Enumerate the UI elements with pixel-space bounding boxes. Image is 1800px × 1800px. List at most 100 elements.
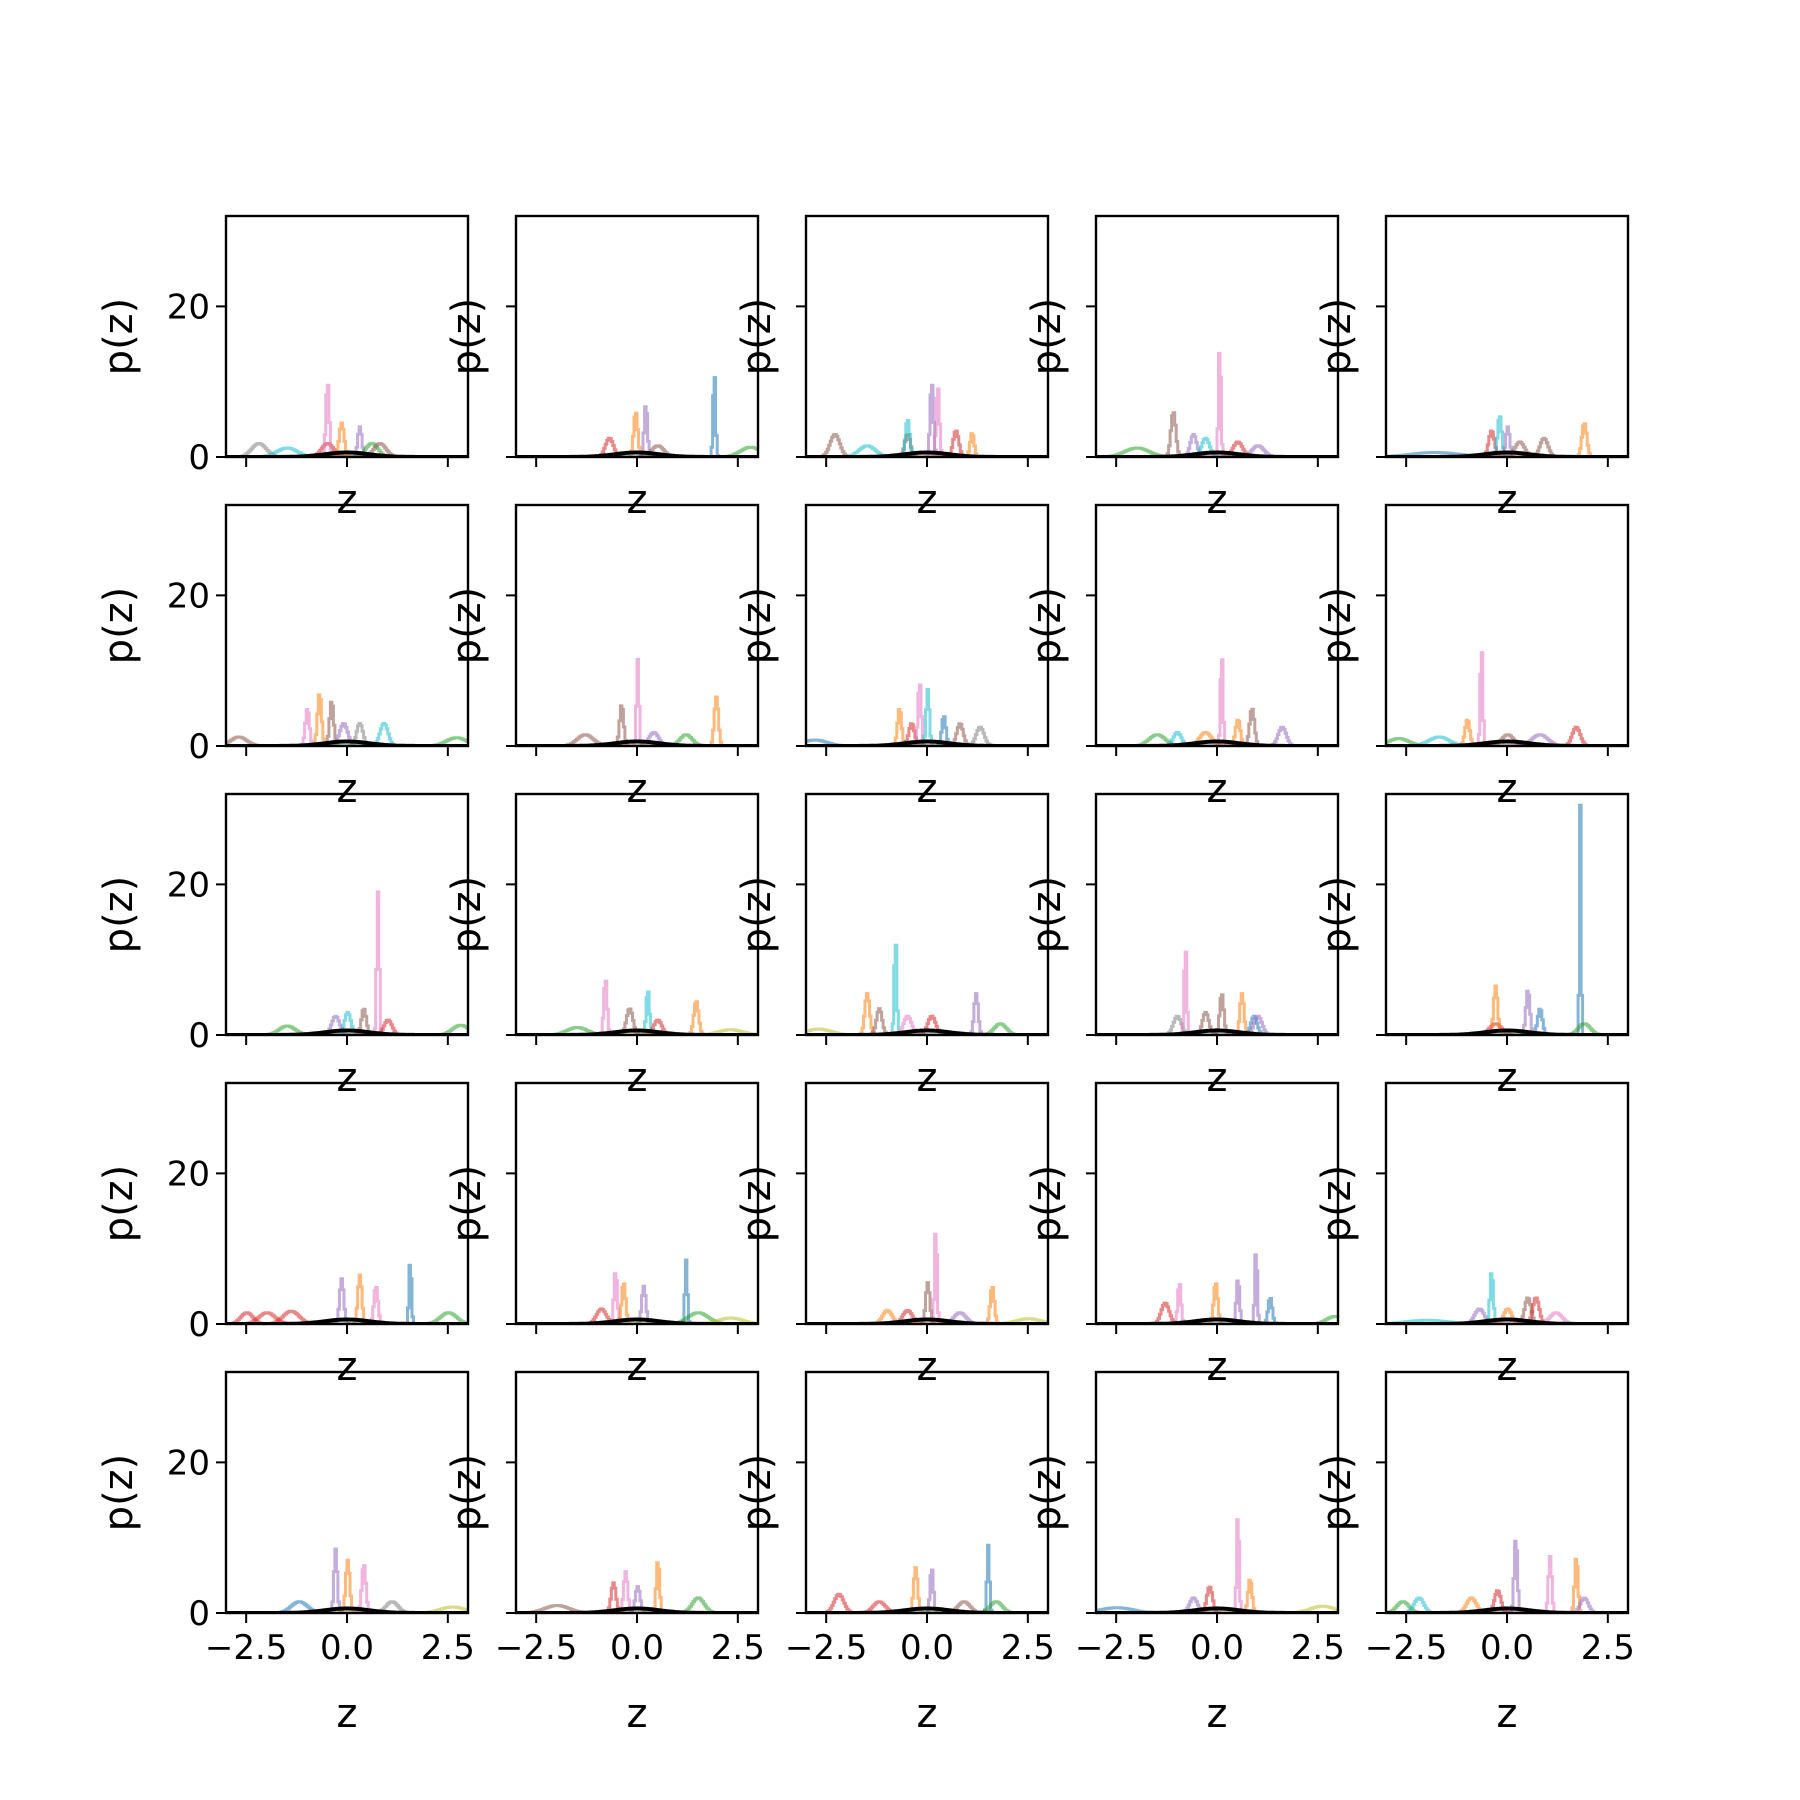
mean-line: [226, 1028, 468, 1035]
subplot-3-2: z p(z): [444, 792, 760, 1101]
mean-line: [226, 1317, 468, 1324]
axes-frame: [1094, 503, 1340, 748]
y-axis-label: p(z): [444, 876, 490, 954]
plot-area: [1096, 1253, 1338, 1324]
mean-line: [806, 1606, 1048, 1613]
mean-line: [1096, 1606, 1338, 1613]
y-axis-label: p(z): [734, 1165, 780, 1243]
plot-area: [1096, 351, 1338, 457]
y-tick-label-2: 20: [167, 1443, 210, 1483]
subplot-5-2: −2.5 0.0 2.5 z p(z): [444, 1370, 765, 1737]
series-line-6: [1096, 440, 1338, 457]
subplot-5-5: −2.5 0.0 2.5 z p(z): [1314, 1370, 1635, 1737]
plot-area: [226, 1547, 468, 1613]
plot-area: [1386, 651, 1628, 746]
series-line-1: [1386, 1600, 1628, 1613]
subplot-1-4: z p(z): [1024, 214, 1340, 523]
mean-line: [1386, 1317, 1628, 1324]
plot-area: [516, 657, 758, 746]
mean-line: [1096, 1028, 1338, 1035]
mean-line: [1386, 739, 1628, 746]
mean-line: [1096, 739, 1338, 746]
series-line-3: [226, 1558, 468, 1613]
series-line-4: [1096, 658, 1338, 746]
x-axis-label: z: [337, 766, 358, 812]
mean-line: [516, 1028, 758, 1035]
series-line-1: [1386, 737, 1628, 746]
mean-line: [1386, 1606, 1628, 1613]
mean-line: [516, 1606, 758, 1613]
x-axis-label: z: [917, 1344, 938, 1390]
series-line-6: [806, 1014, 1048, 1035]
plot-area: [1096, 1518, 1338, 1613]
series-line-7: [806, 1317, 1048, 1324]
x-axis-label: z: [1497, 766, 1518, 812]
axes-frame: [1384, 1081, 1630, 1326]
x-axis-label: z: [1497, 477, 1518, 523]
y-tick-label-1: 0: [188, 1305, 210, 1345]
series-line-3: [1096, 730, 1338, 746]
series-line-6: [226, 1605, 468, 1613]
plot-area: [226, 383, 468, 457]
y-axis-label: p(z): [96, 1454, 142, 1532]
y-tick-label-1: 0: [188, 1016, 210, 1056]
y-tick-label-2: 20: [167, 287, 210, 327]
subplot-4-5: z p(z): [1314, 1081, 1630, 1390]
series-line-5: [226, 421, 468, 457]
plot-area: [226, 1263, 468, 1324]
series-line-1: [1096, 446, 1338, 457]
mean-line: [516, 1317, 758, 1324]
x-tick-label-2: 0.0: [900, 1628, 954, 1668]
x-axis-label: z: [1207, 1344, 1228, 1390]
y-axis-label: p(z): [1024, 1165, 1070, 1243]
series-line-1: [226, 1311, 468, 1324]
plot-area: [226, 890, 468, 1035]
series-line-5: [1096, 351, 1338, 457]
subplot-3-1: 0 20 z p(z): [96, 792, 470, 1101]
plot-area: [806, 383, 1048, 457]
x-tick-label-3: 2.5: [1291, 1628, 1345, 1668]
mean-line: [1096, 450, 1338, 457]
x-axis-label: z: [1207, 1691, 1228, 1737]
x-axis-label: z: [1207, 766, 1228, 812]
y-axis-label: p(z): [96, 1165, 142, 1243]
axes-frame: [1384, 214, 1630, 459]
series-line-5: [806, 383, 1048, 457]
y-axis-label: p(z): [734, 587, 780, 665]
series-line-3: [806, 1281, 1048, 1324]
y-axis-label: p(z): [1314, 298, 1360, 376]
axes-frame: [1384, 792, 1630, 1037]
axes-frame: [1384, 503, 1630, 748]
axes-frame: [1094, 1370, 1340, 1615]
y-tick-label-1: 0: [188, 438, 210, 478]
plot-area: [1386, 803, 1628, 1035]
plot-area: [806, 683, 1048, 746]
mean-line: [1096, 1317, 1338, 1324]
x-axis-label: z: [337, 1055, 358, 1101]
series-line-3: [516, 657, 758, 746]
y-axis-label: p(z): [1314, 1165, 1360, 1243]
y-axis-label: p(z): [734, 298, 780, 376]
series-line-8: [1386, 1596, 1628, 1613]
plot-area: [806, 943, 1048, 1035]
plot-area: [1386, 1272, 1628, 1324]
subplot-4-1: 0 20 z p(z): [96, 1081, 470, 1390]
series-line-7: [516, 1316, 758, 1324]
axes-frame: [804, 792, 1050, 1037]
subplot-2-4: z p(z): [1024, 503, 1340, 812]
x-tick-label-1: −2.5: [1365, 1628, 1448, 1668]
series-line-8: [806, 1022, 1048, 1035]
x-axis-label: z: [1497, 1055, 1518, 1101]
subplot-1-3: z p(z): [734, 214, 1050, 523]
plot-area: [516, 376, 758, 457]
series-line-1: [226, 442, 468, 457]
axes-frame: [804, 214, 1050, 459]
mean-line: [806, 1317, 1048, 1324]
subplot-5-3: −2.5 0.0 2.5 z p(z): [734, 1370, 1055, 1737]
series-line-6: [516, 695, 758, 746]
axes-frame: [1384, 1370, 1630, 1615]
y-axis-label: p(z): [734, 1454, 780, 1532]
series-line-1: [516, 1604, 758, 1613]
series-line-3: [1096, 1282, 1338, 1324]
y-axis-label: p(z): [96, 298, 142, 376]
